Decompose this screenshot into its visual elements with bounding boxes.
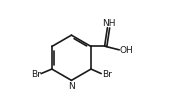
Text: Br: Br [102,69,112,78]
Text: N: N [68,81,75,90]
Text: OH: OH [120,46,134,55]
Text: NH: NH [102,18,115,27]
Text: Br: Br [31,69,41,78]
